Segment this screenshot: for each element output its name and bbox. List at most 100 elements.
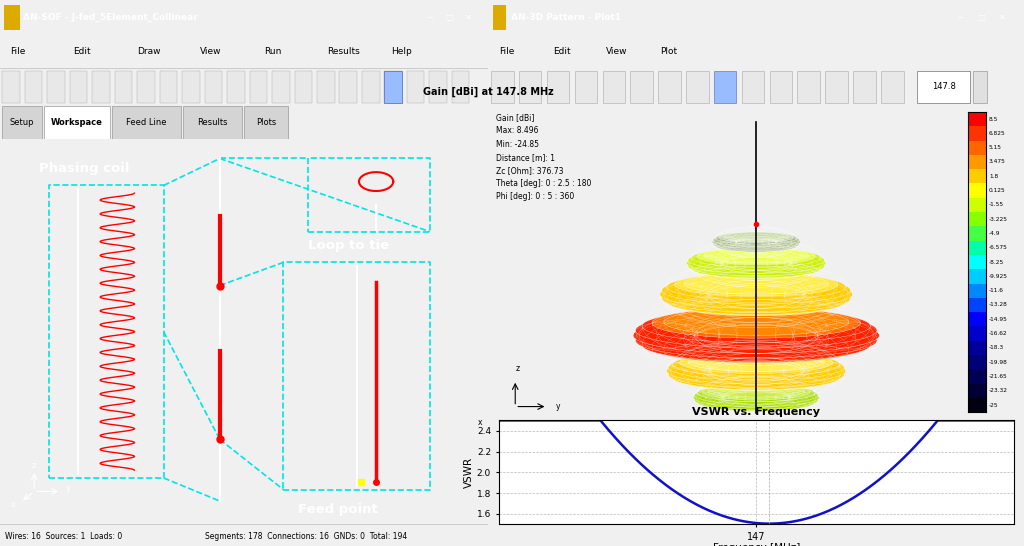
Ellipse shape — [684, 294, 828, 316]
Text: ✕: ✕ — [466, 13, 472, 21]
Ellipse shape — [720, 255, 793, 265]
Text: Phasing coil: Phasing coil — [39, 162, 130, 175]
Ellipse shape — [675, 273, 838, 296]
Text: □: □ — [977, 13, 985, 21]
Bar — [968, 369, 986, 384]
Ellipse shape — [687, 253, 825, 274]
Bar — [492, 72, 514, 103]
Text: Help: Help — [391, 48, 412, 56]
Bar — [658, 72, 681, 103]
Bar — [2, 72, 20, 103]
Text: 3.475: 3.475 — [989, 159, 1006, 164]
Ellipse shape — [675, 292, 838, 316]
Text: -16.62: -16.62 — [989, 331, 1008, 336]
Text: -6.575: -6.575 — [989, 245, 1008, 250]
Text: Edit: Edit — [553, 48, 570, 56]
Ellipse shape — [697, 384, 815, 402]
Bar — [137, 72, 155, 103]
Ellipse shape — [652, 308, 860, 338]
Ellipse shape — [722, 395, 791, 405]
Ellipse shape — [635, 323, 878, 358]
Text: y: y — [555, 402, 560, 411]
Ellipse shape — [729, 243, 783, 251]
Ellipse shape — [693, 295, 819, 313]
Ellipse shape — [720, 232, 793, 242]
Bar — [182, 72, 200, 103]
Ellipse shape — [719, 388, 794, 399]
Ellipse shape — [708, 287, 805, 301]
Text: x: x — [11, 500, 16, 509]
Ellipse shape — [714, 385, 799, 398]
Ellipse shape — [717, 263, 796, 274]
Ellipse shape — [668, 355, 845, 380]
Bar — [968, 269, 986, 283]
Ellipse shape — [694, 327, 818, 345]
Bar — [47, 72, 65, 103]
Ellipse shape — [688, 256, 824, 276]
Ellipse shape — [688, 370, 824, 390]
Ellipse shape — [673, 352, 840, 377]
Text: 147.8: 147.8 — [932, 82, 955, 91]
Ellipse shape — [713, 234, 800, 246]
Ellipse shape — [697, 262, 815, 279]
Bar — [968, 327, 986, 341]
Text: AN-SOF - J-fed_5Element_Collinear: AN-SOF - J-fed_5Element_Collinear — [24, 13, 199, 22]
Bar — [519, 72, 542, 103]
Ellipse shape — [703, 370, 809, 385]
Ellipse shape — [708, 384, 805, 398]
Bar — [70, 72, 87, 103]
Text: -25: -25 — [989, 402, 998, 407]
Bar — [770, 72, 793, 103]
Bar — [272, 72, 290, 103]
Ellipse shape — [667, 358, 846, 384]
Ellipse shape — [667, 274, 846, 300]
Ellipse shape — [694, 386, 818, 404]
Ellipse shape — [703, 357, 809, 372]
Ellipse shape — [713, 238, 800, 251]
Text: □: □ — [445, 13, 454, 21]
Text: -21.65: -21.65 — [989, 374, 1008, 379]
Bar — [92, 72, 110, 103]
Ellipse shape — [696, 371, 816, 388]
Ellipse shape — [676, 336, 837, 360]
Bar — [452, 72, 469, 103]
Bar — [602, 72, 625, 103]
Text: x: x — [478, 418, 482, 427]
Ellipse shape — [736, 239, 776, 245]
Text: -8.25: -8.25 — [989, 259, 1005, 265]
Text: ─: ─ — [427, 13, 432, 21]
Bar — [968, 183, 986, 198]
Bar — [968, 283, 986, 298]
Bar — [973, 72, 986, 103]
Bar — [25, 72, 42, 103]
Ellipse shape — [702, 384, 810, 400]
Ellipse shape — [664, 335, 849, 363]
Ellipse shape — [633, 318, 880, 353]
Ellipse shape — [722, 258, 791, 268]
Ellipse shape — [652, 333, 860, 363]
Bar — [798, 72, 820, 103]
Bar — [968, 341, 986, 355]
Ellipse shape — [736, 239, 776, 245]
Ellipse shape — [691, 248, 821, 267]
Ellipse shape — [692, 321, 820, 340]
Ellipse shape — [684, 274, 828, 294]
Ellipse shape — [724, 232, 788, 241]
Text: View: View — [201, 48, 222, 56]
Text: 6.825: 6.825 — [989, 131, 1006, 136]
Bar — [714, 72, 736, 103]
Ellipse shape — [707, 283, 806, 298]
Text: -13.28: -13.28 — [989, 302, 1008, 307]
Text: -9.925: -9.925 — [989, 274, 1008, 279]
Bar — [968, 198, 986, 212]
Bar — [968, 255, 986, 269]
Title: VSWR vs. Frequency: VSWR vs. Frequency — [692, 407, 820, 417]
Ellipse shape — [708, 360, 805, 375]
Bar — [493, 5, 506, 30]
Ellipse shape — [720, 241, 793, 252]
Bar — [968, 398, 986, 412]
Text: View: View — [606, 48, 628, 56]
Text: File: File — [499, 48, 514, 56]
Ellipse shape — [673, 365, 840, 390]
Text: Draw: Draw — [137, 48, 161, 56]
